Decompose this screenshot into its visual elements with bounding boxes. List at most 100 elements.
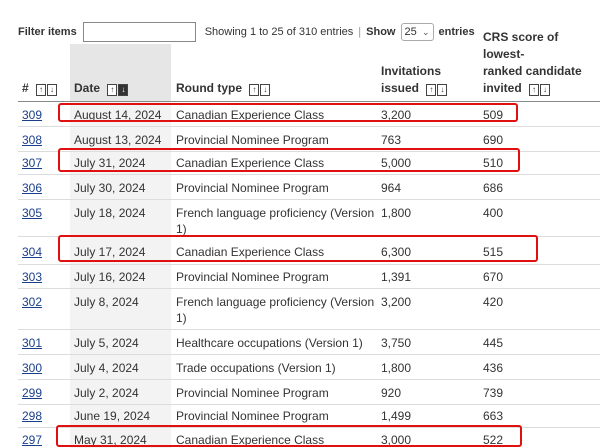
row-number-link[interactable]: 302: [22, 295, 43, 309]
header-num[interactable]: # ↑ ↓: [22, 80, 58, 97]
row-number-link[interactable]: 298: [22, 409, 43, 423]
sort-controls[interactable]: ↑ ↓: [528, 80, 551, 97]
row-number-link[interactable]: 305: [22, 206, 43, 220]
row-invitations: 5,000: [381, 156, 412, 170]
table-row: 308 August 13, 2024 Provincial Nominee P…: [18, 127, 600, 152]
row-number-link[interactable]: 308: [22, 133, 43, 147]
table-row: 305 July 18, 2024 French language profic…: [18, 200, 600, 237]
row-date: July 17, 2024: [74, 245, 146, 259]
sort-asc-icon[interactable]: ↑: [107, 84, 118, 96]
sort-desc-active-icon[interactable]: ↓: [118, 84, 129, 96]
date-column-bg: [70, 102, 171, 448]
row-date: August 13, 2024: [74, 133, 162, 147]
row-date: August 14, 2024: [74, 108, 162, 122]
show-label: Show: [366, 26, 396, 38]
row-invitations: 920: [381, 386, 402, 400]
table-row: 302 July 8, 2024 French language profici…: [18, 289, 600, 330]
entries-label: entries: [438, 26, 475, 38]
table-row: 309 August 14, 2024 Canadian Experience …: [18, 102, 600, 127]
row-round-type: Provincial Nominee Program: [176, 133, 329, 147]
chevron-down-icon: ⌄: [421, 27, 430, 37]
table-row: 306 July 30, 2024 Provincial Nominee Pro…: [18, 175, 600, 200]
row-number-link[interactable]: 297: [22, 433, 43, 447]
row-round-type: Canadian Experience Class: [176, 108, 325, 122]
row-number-link[interactable]: 303: [22, 270, 43, 284]
filter-label: Filter items: [18, 26, 77, 38]
header-round-type[interactable]: Round type ↑ ↓: [176, 80, 271, 97]
table-header: # ↑ ↓ Date ↑ ↓ Round type ↑ ↓ Invitations i…: [18, 30, 600, 101]
sort-asc-icon[interactable]: ↑: [36, 84, 47, 96]
row-round-type: French language proficiency (Version 1): [176, 206, 375, 236]
table-row: 297 May 31, 2024 Canadian Experience Cla…: [18, 428, 600, 448]
row-crs-score: 509: [483, 108, 504, 122]
row-crs-score: 400: [483, 206, 504, 220]
row-date: July 16, 2024: [74, 270, 146, 284]
row-date: June 19, 2024: [74, 409, 151, 423]
header-crs-score[interactable]: CRS score of lowest- ranked candidate in…: [483, 29, 600, 97]
highlight-box: [58, 235, 538, 262]
table-row: 307 July 31, 2024 Canadian Experience Cl…: [18, 152, 600, 175]
table-row: 298 June 19, 2024 Provincial Nominee Pro…: [18, 405, 600, 428]
row-invitations: 6,300: [381, 245, 412, 259]
row-crs-score: 670: [483, 270, 504, 284]
sort-asc-icon[interactable]: ↑: [529, 84, 540, 96]
sort-asc-icon[interactable]: ↑: [426, 84, 437, 96]
table-row: 300 July 4, 2024 Trade occupations (Vers…: [18, 355, 600, 380]
row-round-type: Provincial Nominee Program: [176, 181, 329, 195]
row-date: July 31, 2024: [74, 156, 146, 170]
row-crs-score: 436: [483, 361, 504, 375]
row-round-type: Canadian Experience Class: [176, 433, 325, 447]
row-crs-score: 522: [483, 433, 504, 447]
row-date: July 8, 2024: [74, 295, 139, 309]
highlight-box: [58, 148, 520, 172]
sort-desc-icon[interactable]: ↓: [437, 84, 448, 96]
row-crs-score: 663: [483, 409, 504, 423]
row-crs-score: 686: [483, 181, 504, 195]
row-date: May 31, 2024: [74, 433, 147, 447]
row-invitations: 1,499: [381, 409, 412, 423]
row-number-link[interactable]: 299: [22, 386, 43, 400]
row-number-link[interactable]: 300: [22, 361, 43, 375]
header-invitations[interactable]: Invitations issued ↑ ↓: [381, 63, 448, 97]
row-crs-score: 515: [483, 245, 504, 259]
sort-asc-icon[interactable]: ↑: [249, 84, 260, 96]
row-number-link[interactable]: 301: [22, 336, 43, 350]
sort-desc-icon[interactable]: ↓: [260, 84, 271, 96]
row-crs-score: 420: [483, 295, 504, 309]
divider: |: [358, 26, 362, 38]
table-row: 304 July 17, 2024 Canadian Experience Cl…: [18, 237, 600, 265]
header-divider: [18, 101, 600, 102]
table-row: 299 July 2, 2024 Provincial Nominee Prog…: [18, 380, 600, 405]
row-crs-score: 690: [483, 133, 504, 147]
row-date: July 18, 2024: [74, 206, 146, 220]
sort-controls[interactable]: ↑ ↓: [35, 80, 58, 97]
page-size-select[interactable]: 25 ⌄: [400, 23, 434, 41]
entries-info: Showing 1 to 25 of 310 entries: [204, 26, 354, 38]
sort-controls[interactable]: ↑ ↓: [248, 80, 271, 97]
row-round-type: Healthcare occupations (Version 1): [176, 336, 363, 350]
page-size-value: 25: [404, 26, 417, 38]
row-invitations: 3,200: [381, 108, 412, 122]
sort-controls[interactable]: ↑ ↓: [106, 80, 129, 97]
row-invitations: 3,200: [381, 295, 412, 309]
table-controls: Filter items Showing 1 to 25 of 310 entr…: [18, 22, 475, 42]
row-round-type: Trade occupations (Version 1): [176, 361, 336, 375]
row-crs-score: 445: [483, 336, 504, 350]
filter-input[interactable]: [82, 22, 196, 42]
header-date[interactable]: Date ↑ ↓: [74, 80, 129, 97]
sort-desc-icon[interactable]: ↓: [47, 84, 58, 96]
row-invitations: 3,750: [381, 336, 412, 350]
row-number-link[interactable]: 306: [22, 181, 43, 195]
row-date: July 4, 2024: [74, 361, 139, 375]
row-number-link[interactable]: 307: [22, 156, 43, 170]
row-number-link[interactable]: 304: [22, 245, 43, 259]
table-row: 303 July 16, 2024 Provincial Nominee Pro…: [18, 265, 600, 289]
sort-desc-icon[interactable]: ↓: [540, 84, 551, 96]
row-number-link[interactable]: 309: [22, 108, 43, 122]
row-invitations: 3,000: [381, 433, 412, 447]
sort-controls[interactable]: ↑ ↓: [425, 80, 448, 97]
row-date: July 5, 2024: [74, 336, 139, 350]
row-date: July 2, 2024: [74, 386, 139, 400]
row-round-type: Canadian Experience Class: [176, 156, 325, 170]
table-row: 301 July 5, 2024 Healthcare occupations …: [18, 330, 600, 355]
